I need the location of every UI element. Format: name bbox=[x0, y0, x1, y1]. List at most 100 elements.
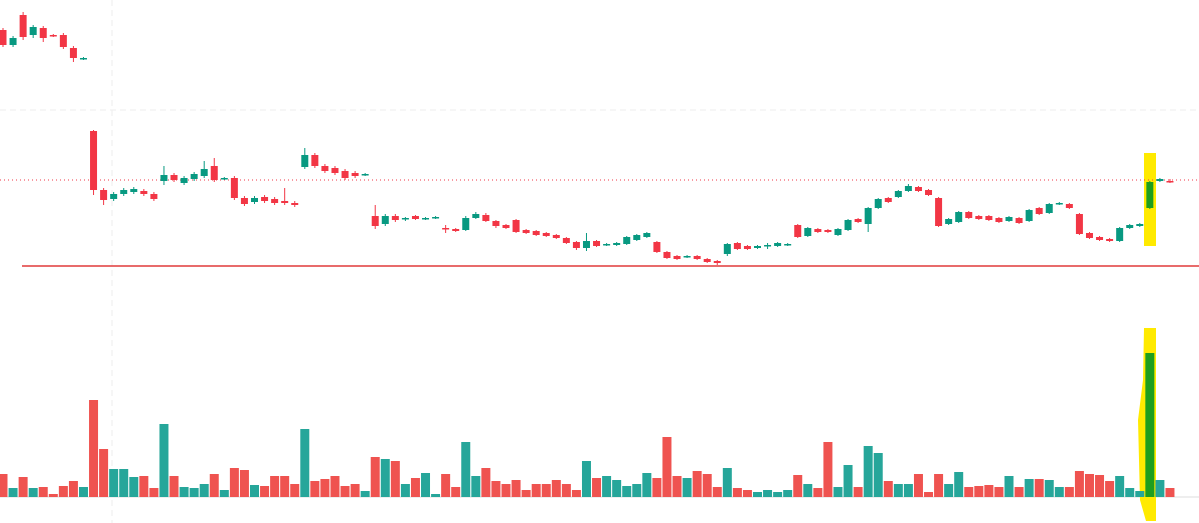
volume-bar bbox=[823, 442, 833, 497]
volume-bar bbox=[169, 476, 179, 497]
volume-bar bbox=[571, 490, 581, 497]
volume-bar bbox=[179, 487, 189, 497]
volume-bar bbox=[984, 485, 994, 497]
candle-body bbox=[683, 256, 691, 258]
volume-bar bbox=[1155, 480, 1165, 497]
volume-bar bbox=[99, 449, 109, 497]
candle-body bbox=[331, 168, 339, 173]
candle-body bbox=[784, 244, 792, 246]
candle-body bbox=[613, 243, 621, 245]
volume-bar bbox=[18, 477, 28, 497]
candle-body bbox=[351, 173, 359, 176]
candle-body bbox=[854, 219, 862, 222]
volume-bar bbox=[250, 485, 259, 497]
volume-bar bbox=[913, 474, 923, 497]
volume-bar bbox=[742, 490, 752, 497]
volume-bar bbox=[38, 487, 48, 497]
candle-body bbox=[120, 190, 128, 194]
volume-bar bbox=[8, 488, 18, 497]
candle-body bbox=[1116, 228, 1124, 241]
volume-bar bbox=[1135, 491, 1145, 497]
candle-body bbox=[150, 194, 158, 199]
candle-body bbox=[200, 169, 208, 176]
volume-bar bbox=[461, 442, 471, 497]
volume-bar bbox=[893, 484, 903, 497]
volume-bar bbox=[944, 484, 954, 497]
volume-bar bbox=[260, 486, 270, 497]
candle-body bbox=[110, 194, 118, 199]
volume-bar bbox=[501, 484, 511, 497]
volume-bar bbox=[964, 487, 974, 497]
candle-body bbox=[814, 229, 822, 232]
candle-body bbox=[1085, 233, 1093, 238]
candle-body bbox=[502, 225, 510, 228]
candle-body bbox=[391, 216, 399, 220]
candle-body bbox=[442, 228, 450, 230]
candle-body bbox=[371, 216, 379, 226]
volume-bar bbox=[239, 470, 249, 497]
candle-body bbox=[1106, 239, 1114, 241]
volume-bar bbox=[843, 465, 853, 497]
candle-body bbox=[1146, 182, 1154, 208]
volume-bar bbox=[924, 492, 934, 497]
volume-bar bbox=[360, 491, 370, 497]
volume-bar bbox=[692, 471, 702, 497]
volume-bar bbox=[682, 478, 692, 497]
candle-body bbox=[542, 233, 550, 236]
candle-body bbox=[160, 175, 168, 181]
candle-body bbox=[180, 178, 188, 183]
candle-body bbox=[90, 131, 98, 190]
candle-body bbox=[914, 187, 922, 191]
volume-bar bbox=[883, 481, 893, 497]
candle-body bbox=[653, 242, 661, 252]
volume-bar bbox=[753, 492, 762, 497]
volume-bar bbox=[662, 437, 672, 497]
volume-bar bbox=[622, 486, 632, 497]
volume-bar bbox=[129, 477, 139, 497]
volume-bar bbox=[974, 486, 984, 497]
volume-bar bbox=[189, 488, 199, 497]
candle-body bbox=[663, 252, 671, 258]
candle-body bbox=[411, 216, 419, 219]
volume-bar bbox=[491, 481, 501, 497]
candle-body bbox=[774, 243, 782, 246]
candle-body bbox=[261, 197, 269, 201]
candle-body bbox=[532, 231, 540, 235]
volume-bar bbox=[380, 459, 390, 497]
volume-bar bbox=[451, 487, 461, 497]
volume-bar bbox=[1054, 487, 1064, 497]
candle-body bbox=[995, 218, 1003, 222]
volume-bar bbox=[1004, 476, 1014, 497]
candle-body bbox=[311, 155, 319, 166]
volume-bar bbox=[330, 476, 340, 497]
candle-body bbox=[723, 244, 731, 254]
candle-body bbox=[291, 203, 299, 205]
volume-bar bbox=[1014, 487, 1024, 497]
candle-body bbox=[462, 218, 470, 230]
candle-body bbox=[733, 243, 741, 249]
candle-body bbox=[582, 241, 590, 248]
candle-body bbox=[955, 212, 963, 222]
candle-body bbox=[743, 246, 751, 249]
candle-body bbox=[1035, 208, 1043, 214]
volume-bar bbox=[954, 472, 964, 497]
volume-bar bbox=[400, 484, 410, 497]
volume-bar bbox=[642, 473, 652, 497]
volume-bar bbox=[833, 487, 843, 497]
candle-body bbox=[190, 174, 198, 179]
candle-body bbox=[251, 198, 258, 202]
volume-bar bbox=[58, 486, 68, 497]
volume-bar bbox=[28, 488, 38, 497]
candle-body bbox=[0, 30, 7, 45]
candle-body bbox=[140, 191, 148, 194]
volume-bar bbox=[652, 478, 662, 497]
volume-bar bbox=[511, 480, 521, 497]
candle-body bbox=[884, 198, 892, 202]
candle-body bbox=[240, 198, 248, 204]
candle-body bbox=[935, 198, 943, 226]
candle-body bbox=[764, 245, 772, 247]
candle-body bbox=[965, 212, 973, 218]
candle-body bbox=[482, 215, 490, 221]
candle-body bbox=[1166, 181, 1174, 183]
